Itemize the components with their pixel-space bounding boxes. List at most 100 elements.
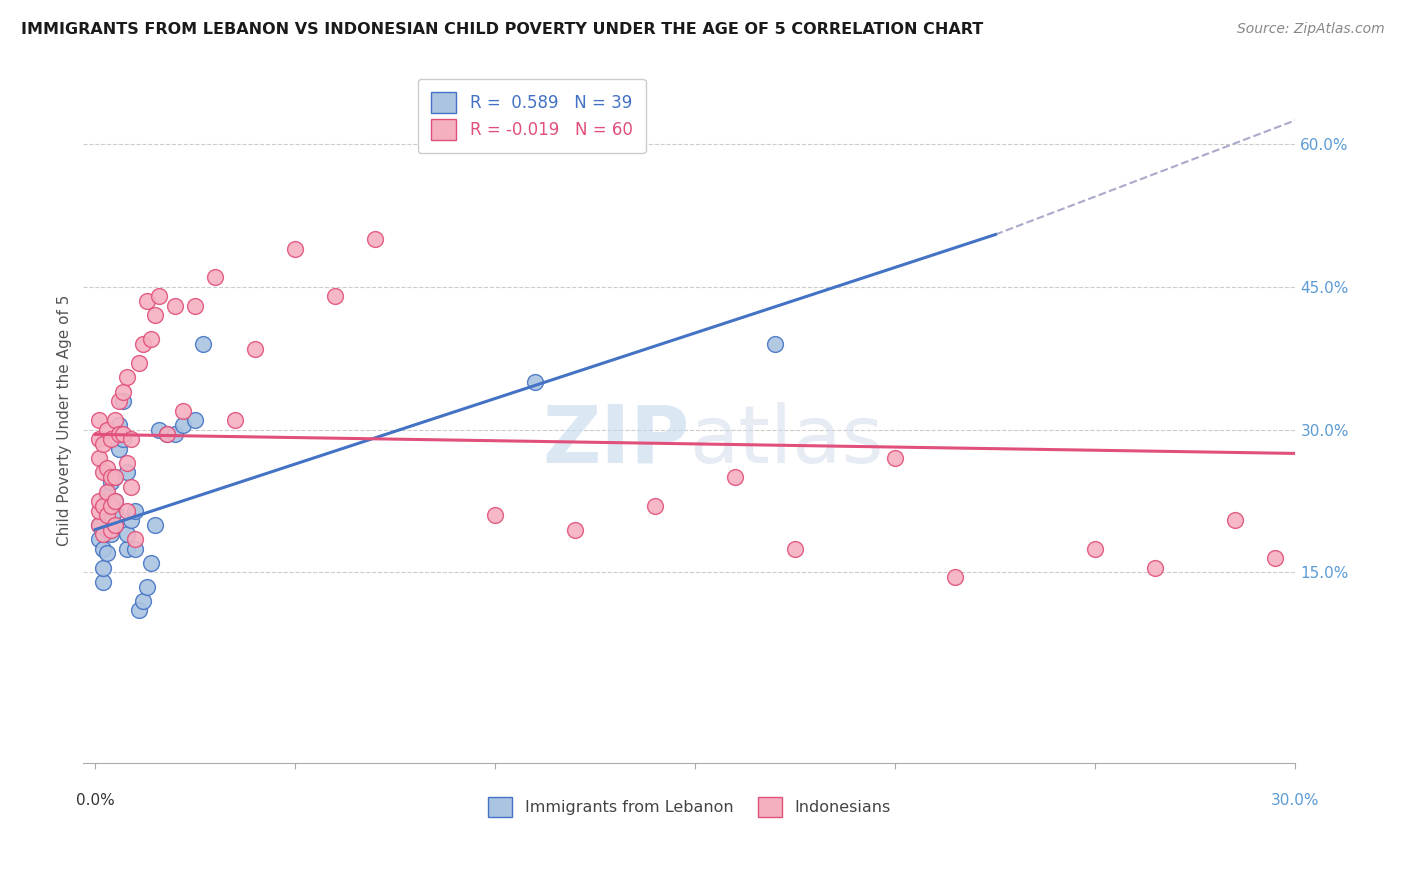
Point xyxy=(96,423,118,437)
Point xyxy=(132,594,155,608)
Point xyxy=(104,503,127,517)
Point xyxy=(91,560,114,574)
Point xyxy=(89,451,111,466)
Point xyxy=(91,437,114,451)
Point xyxy=(224,413,246,427)
Point xyxy=(96,508,118,523)
Point xyxy=(148,289,170,303)
Point xyxy=(1084,541,1107,556)
Point xyxy=(91,527,114,541)
Point xyxy=(132,337,155,351)
Point xyxy=(128,356,150,370)
Point xyxy=(100,470,122,484)
Point xyxy=(136,580,159,594)
Point xyxy=(1305,560,1327,574)
Text: atlas: atlas xyxy=(689,401,884,480)
Point xyxy=(89,494,111,508)
Point xyxy=(112,432,135,446)
Point xyxy=(1264,551,1286,566)
Point xyxy=(96,508,118,523)
Point xyxy=(91,466,114,480)
Point xyxy=(91,541,114,556)
Point xyxy=(100,499,122,513)
Point xyxy=(100,527,122,541)
Point xyxy=(117,370,139,384)
Point xyxy=(945,570,967,584)
Point xyxy=(104,494,127,508)
Point xyxy=(112,384,135,399)
Point xyxy=(117,527,139,541)
Point xyxy=(364,232,387,246)
Point xyxy=(89,413,111,427)
Point xyxy=(104,413,127,427)
Point xyxy=(284,242,307,256)
Point xyxy=(156,427,179,442)
Point xyxy=(89,503,111,517)
Point xyxy=(100,499,122,513)
Point xyxy=(100,523,122,537)
Point xyxy=(104,517,127,532)
Point xyxy=(120,480,142,494)
Text: IMMIGRANTS FROM LEBANON VS INDONESIAN CHILD POVERTY UNDER THE AGE OF 5 CORRELATI: IMMIGRANTS FROM LEBANON VS INDONESIAN CH… xyxy=(21,22,983,37)
Legend: Immigrants from Lebanon, Indonesians: Immigrants from Lebanon, Indonesians xyxy=(482,791,897,823)
Point xyxy=(104,470,127,484)
Point xyxy=(100,475,122,489)
Point xyxy=(120,432,142,446)
Point xyxy=(564,523,586,537)
Point xyxy=(165,427,187,442)
Point xyxy=(785,541,807,556)
Point xyxy=(484,508,506,523)
Point xyxy=(91,499,114,513)
Point xyxy=(1144,560,1167,574)
Point xyxy=(143,517,166,532)
Point xyxy=(117,466,139,480)
Point xyxy=(112,394,135,409)
Point xyxy=(89,432,111,446)
Point xyxy=(89,517,111,532)
Point xyxy=(193,337,215,351)
Point xyxy=(104,494,127,508)
Point xyxy=(143,309,166,323)
Point xyxy=(108,442,131,456)
Point xyxy=(184,413,207,427)
Point xyxy=(245,342,267,356)
Point xyxy=(89,532,111,546)
Point xyxy=(96,489,118,503)
Point xyxy=(96,460,118,475)
Point xyxy=(89,517,111,532)
Point xyxy=(204,270,226,285)
Point xyxy=(117,456,139,470)
Point xyxy=(136,294,159,309)
Text: 0.0%: 0.0% xyxy=(76,793,115,808)
Point xyxy=(112,427,135,442)
Point xyxy=(524,375,547,389)
Point xyxy=(108,417,131,432)
Point xyxy=(104,470,127,484)
Point xyxy=(172,417,194,432)
Point xyxy=(724,470,747,484)
Point xyxy=(100,432,122,446)
Point xyxy=(644,499,666,513)
Point xyxy=(96,523,118,537)
Point xyxy=(148,423,170,437)
Text: ZIP: ZIP xyxy=(543,401,689,480)
Point xyxy=(124,503,146,517)
Point xyxy=(172,403,194,417)
Point xyxy=(96,484,118,499)
Text: 30.0%: 30.0% xyxy=(1271,793,1320,808)
Point xyxy=(323,289,346,303)
Point xyxy=(108,394,131,409)
Point xyxy=(91,574,114,589)
Point xyxy=(141,332,163,346)
Point xyxy=(117,541,139,556)
Point xyxy=(128,603,150,617)
Point xyxy=(763,337,786,351)
Point xyxy=(165,299,187,313)
Point xyxy=(120,513,142,527)
Point xyxy=(124,532,146,546)
Point xyxy=(156,427,179,442)
Point xyxy=(96,546,118,560)
Point xyxy=(1225,513,1247,527)
Point xyxy=(117,503,139,517)
Point xyxy=(124,541,146,556)
